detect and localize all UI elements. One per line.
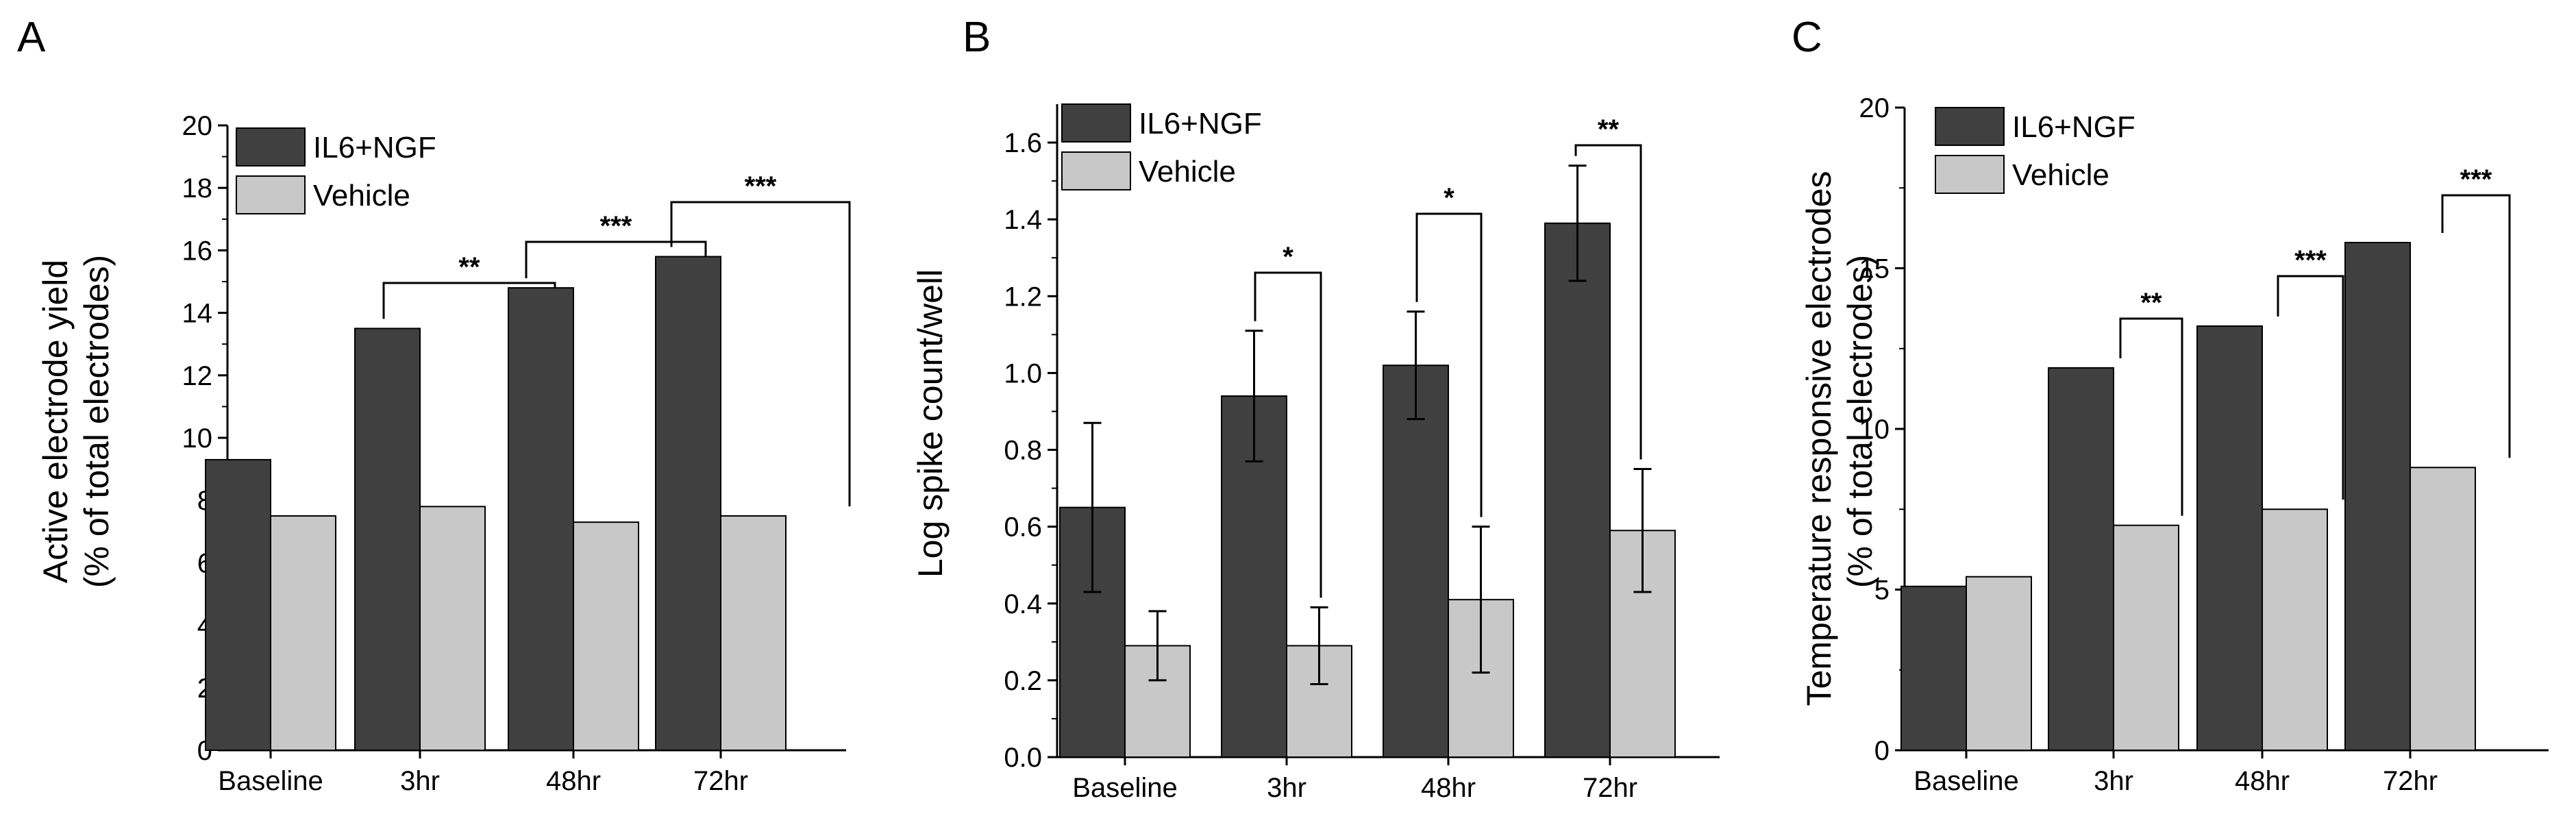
y-tick-label: 5 — [1874, 576, 1890, 606]
y-tick-label: 0.2 — [1004, 666, 1042, 696]
x-tick-label: 3hr — [1267, 773, 1306, 803]
panel-a-letter: A — [17, 14, 46, 61]
x-tick-label: 3hr — [2094, 766, 2133, 796]
significance-bracket — [1415, 212, 1483, 517]
legend-swatch — [236, 175, 306, 214]
bar-vehicle — [720, 515, 787, 751]
significance-bracket — [670, 201, 851, 506]
bar-il6-ngf — [354, 328, 421, 751]
bar-vehicle — [2262, 508, 2328, 751]
y-tick-label: 0 — [1874, 736, 1890, 766]
bar-il6-ngf — [2196, 325, 2263, 752]
significance-bracket — [2441, 194, 2511, 458]
significance-stars: * — [1283, 242, 1293, 272]
y-tick-label: 0.0 — [1004, 743, 1042, 773]
x-tick-label: 3hr — [400, 766, 440, 796]
y-tick-label: 1.0 — [1004, 358, 1042, 388]
y-tick-label: 14 — [182, 299, 213, 329]
bar-vehicle — [419, 506, 486, 751]
significance-stars: ** — [1598, 114, 1620, 145]
significance-stars: *** — [600, 211, 632, 241]
bar-il6-ngf — [1383, 365, 1449, 758]
bar-vehicle — [2410, 467, 2476, 752]
x-tick-label: 72hr — [2383, 766, 2438, 796]
x-tick-label: 48hr — [2235, 766, 2290, 796]
bar-il6-ngf — [655, 256, 721, 751]
x-tick-label: Baseline — [1914, 766, 2018, 796]
y-tick-label: 10 — [182, 423, 213, 454]
panel-b-letter: B — [963, 14, 991, 61]
panel-c-ylabel-line1: Temperature responsive electrodes — [1800, 171, 1838, 706]
significance-stars: *** — [2294, 245, 2327, 275]
panel-c-ylabel-line2: (% of total electrodes) — [1841, 255, 1879, 588]
y-tick-label: 20 — [1859, 93, 1890, 123]
bar-vehicle — [270, 515, 336, 751]
legend-swatch — [1935, 155, 2005, 194]
legend-label: IL6+NGF — [1139, 107, 1262, 140]
y-tick-label: 1.2 — [1004, 282, 1042, 312]
y-tick-label: 20 — [182, 111, 213, 141]
significance-bracket — [1574, 144, 1642, 460]
y-tick-label: 15 — [1859, 254, 1890, 284]
y-tick-label: 10 — [1859, 415, 1890, 445]
x-tick-label: 72hr — [693, 766, 748, 796]
significance-stars: ** — [458, 252, 480, 282]
y-tick-label: 18 — [182, 173, 213, 203]
legend-label: Vehicle — [313, 179, 410, 212]
x-tick-label: 48hr — [1421, 773, 1476, 803]
legend-swatch — [1935, 107, 2005, 146]
legend-swatch — [1061, 151, 1131, 190]
x-tick-label: 72hr — [1583, 773, 1637, 803]
y-tick-label: 16 — [182, 236, 213, 266]
panel-c: C Temperature responsive electrodes (% o… — [1792, 14, 2549, 796]
panel-b-plot: 0.0 0.2 0.4 0.6 0.8 1.0 1.2 1.4 1.6 Baseline 3hr * 4… — [1004, 103, 1720, 803]
bar-il6-ngf — [2048, 367, 2114, 751]
y-tick-label: 1.6 — [1004, 128, 1042, 158]
legend-swatch — [236, 127, 306, 166]
bar-il6-ngf — [205, 458, 271, 751]
bar-vehicle — [1966, 576, 2032, 751]
legend-label: Vehicle — [1139, 155, 1236, 188]
legend-label: Vehicle — [2012, 158, 2109, 192]
significance-bracket — [2277, 275, 2344, 500]
legend-label: IL6+NGF — [313, 131, 436, 164]
x-tick-label: Baseline — [218, 766, 323, 796]
panel-a-ylabel-line1: Active electrode yield — [36, 260, 75, 583]
panel-a-ylabel-line2: (% of total electrodes) — [77, 255, 116, 588]
x-tick-label: 48hr — [546, 766, 601, 796]
significance-stars: * — [1444, 183, 1454, 213]
x-tick-label: Baseline — [1072, 773, 1177, 803]
bar-vehicle — [2113, 524, 2179, 751]
legend-label: IL6+NGF — [2012, 110, 2135, 144]
significance-stars: *** — [2460, 164, 2492, 195]
y-tick-label: 0.4 — [1004, 589, 1042, 619]
y-tick-label: 12 — [182, 361, 213, 391]
bar-vehicle — [573, 521, 639, 751]
bar-il6-ngf — [2344, 241, 2411, 752]
bar-il6-ngf — [508, 287, 574, 751]
bar-il6-ngf — [1900, 585, 1967, 751]
bar-il6-ngf — [1544, 222, 1611, 758]
legend-swatch — [1061, 103, 1131, 143]
significance-bracket — [2119, 317, 2183, 516]
y-tick-label: 0.6 — [1004, 513, 1042, 543]
panel-b-ylabel-line1: Log spike count/well — [911, 269, 950, 578]
significance-stars: *** — [745, 171, 777, 201]
y-tick-label: 0.8 — [1004, 436, 1042, 466]
panel-a: A Active electrode yield (% of total ele… — [17, 14, 851, 796]
panel-b: B Log spike count/well 0.0 0.2 0.4 0.6 0.8 1.… — [911, 14, 1720, 803]
significance-bracket — [1254, 271, 1322, 598]
panel-c-letter: C — [1792, 14, 1822, 61]
significance-stars: ** — [2140, 288, 2162, 318]
y-tick-label: 1.4 — [1004, 205, 1042, 235]
panel-c-plot: 0 5 10 15 20 Baseline 3hr ** 48hr *** 72hr *** IL6+N… — [1859, 93, 2549, 796]
